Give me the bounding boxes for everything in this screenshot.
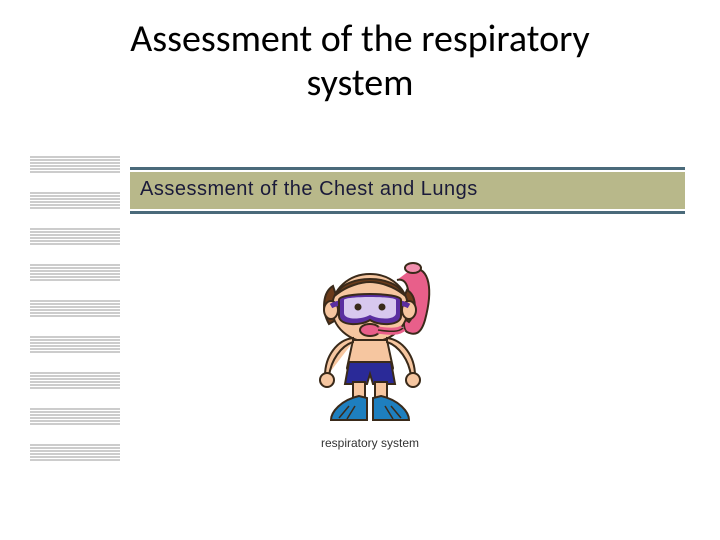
banner-top-rule [130, 167, 685, 170]
cartoon-figure: respiratory system [270, 250, 470, 450]
snorkeler-icon [275, 250, 465, 425]
left-decor-lines [30, 155, 120, 475]
title-text: Assessment of the respiratorysystem [130, 16, 590, 106]
banner-bottom-rule [130, 211, 685, 214]
banner-body: Assessment of the Chest and Lungs [130, 172, 685, 209]
cartoon-caption: respiratory system [270, 436, 470, 450]
banner: Assessment of the Chest and Lungs [130, 165, 685, 216]
banner-text: Assessment of the Chest and Lungs [140, 178, 478, 200]
page-title: Assessment of the respiratorysystem [0, 0, 720, 105]
